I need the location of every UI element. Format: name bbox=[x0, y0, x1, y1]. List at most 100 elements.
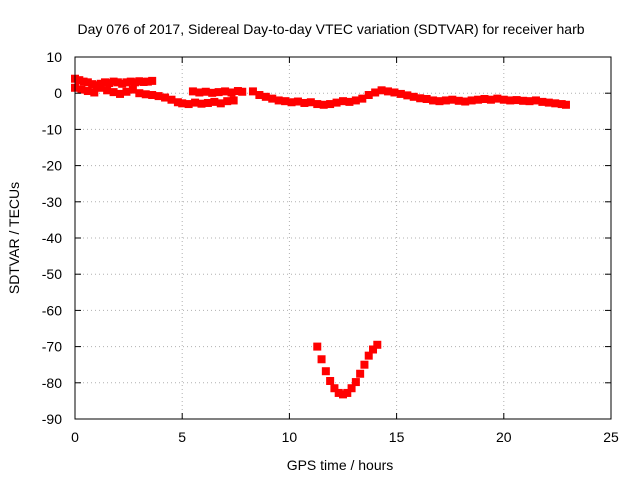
data-point bbox=[364, 91, 373, 100]
data-point bbox=[480, 94, 489, 103]
data-point bbox=[519, 96, 528, 105]
data-point bbox=[356, 369, 365, 378]
data-point bbox=[448, 95, 457, 104]
data-point bbox=[409, 92, 418, 101]
y-tick-label: -60 bbox=[42, 302, 62, 318]
axis-ticks: 0 5 10 15 20 25 10 0 -10 -20 -30 -40 -50 -60 -70 -80 -90 bbox=[42, 49, 619, 445]
data-point bbox=[188, 87, 197, 96]
data-point bbox=[461, 97, 470, 106]
data-point bbox=[306, 98, 315, 107]
data-point bbox=[317, 355, 326, 364]
data-point bbox=[92, 81, 101, 90]
data-point bbox=[499, 95, 508, 104]
data-point bbox=[281, 97, 290, 106]
data-point bbox=[148, 76, 157, 85]
data-point bbox=[238, 87, 247, 96]
data-point bbox=[143, 77, 152, 86]
data-point bbox=[75, 76, 84, 85]
data-point bbox=[261, 92, 270, 101]
data-point bbox=[214, 88, 223, 97]
data-point bbox=[103, 86, 112, 95]
data-point bbox=[384, 87, 393, 96]
data-point bbox=[313, 342, 322, 351]
data-point bbox=[377, 86, 386, 95]
data-point bbox=[300, 98, 309, 107]
data-point bbox=[118, 79, 127, 88]
data-point bbox=[77, 85, 86, 94]
grid bbox=[75, 57, 611, 419]
data-point bbox=[203, 98, 212, 107]
data-point bbox=[229, 96, 238, 105]
data-point bbox=[403, 91, 412, 100]
data-point bbox=[83, 87, 92, 96]
data-point bbox=[345, 97, 354, 106]
data-point bbox=[248, 87, 257, 96]
x-tick-label: 15 bbox=[389, 429, 405, 445]
data-point bbox=[223, 97, 232, 106]
data-point bbox=[416, 94, 425, 103]
data-point bbox=[358, 94, 367, 103]
data-point bbox=[274, 96, 283, 105]
data-point bbox=[184, 100, 193, 109]
data-point bbox=[486, 95, 495, 104]
data-point bbox=[512, 96, 521, 105]
data-point bbox=[454, 96, 463, 105]
chart-title: Day 076 of 2017, Sidereal Day-to-day VTE… bbox=[77, 21, 584, 37]
data-point bbox=[201, 87, 210, 96]
data-point bbox=[390, 88, 399, 97]
data-point bbox=[339, 97, 347, 106]
data-point bbox=[122, 78, 131, 87]
y-tick-label: -90 bbox=[42, 411, 62, 427]
data-point bbox=[178, 99, 187, 108]
data-point bbox=[343, 388, 352, 397]
data-point bbox=[101, 78, 110, 87]
y-tick-label: 10 bbox=[46, 49, 62, 65]
data-point bbox=[255, 91, 264, 100]
data-point bbox=[113, 78, 122, 87]
y-tick-label: -20 bbox=[42, 158, 62, 174]
data-point bbox=[422, 94, 431, 103]
y-tick-label: -30 bbox=[42, 194, 62, 210]
data-point bbox=[293, 97, 302, 106]
x-tick-label: 0 bbox=[71, 429, 79, 445]
y-tick-label: -50 bbox=[42, 266, 62, 282]
x-tick-label: 25 bbox=[603, 429, 619, 445]
data-point bbox=[128, 85, 137, 94]
data-point bbox=[83, 78, 92, 87]
data-point bbox=[538, 97, 547, 106]
y-tick-label: -10 bbox=[42, 121, 62, 137]
data-point bbox=[195, 88, 204, 97]
data-point bbox=[429, 96, 438, 105]
data-point bbox=[96, 83, 105, 92]
data-point bbox=[126, 77, 135, 86]
data-point bbox=[131, 78, 140, 87]
data-point bbox=[544, 98, 553, 107]
data-point bbox=[141, 90, 150, 99]
data-point bbox=[369, 345, 378, 354]
data-point bbox=[506, 96, 515, 105]
data-point bbox=[351, 96, 360, 105]
data-point bbox=[197, 99, 206, 108]
data-point bbox=[339, 390, 347, 399]
data-point bbox=[326, 100, 335, 109]
data-point bbox=[396, 89, 405, 98]
x-tick-label: 20 bbox=[496, 429, 512, 445]
data-point bbox=[467, 96, 476, 105]
data-point bbox=[116, 89, 125, 98]
data-point bbox=[148, 91, 157, 100]
data-point bbox=[371, 88, 380, 97]
y-tick-label: 0 bbox=[54, 85, 62, 101]
data-point bbox=[79, 77, 88, 86]
data-point bbox=[161, 93, 170, 102]
data-point bbox=[227, 88, 236, 97]
data-point bbox=[135, 77, 144, 86]
x-tick-label: 5 bbox=[178, 429, 186, 445]
data-point bbox=[435, 97, 444, 106]
data-point bbox=[332, 98, 341, 107]
data-point bbox=[441, 96, 450, 105]
y-tick-label: -70 bbox=[42, 339, 62, 355]
data-point bbox=[321, 367, 330, 376]
x-axis-label: GPS time / hours bbox=[287, 457, 394, 473]
data-point bbox=[221, 87, 230, 96]
data-point bbox=[525, 97, 534, 106]
